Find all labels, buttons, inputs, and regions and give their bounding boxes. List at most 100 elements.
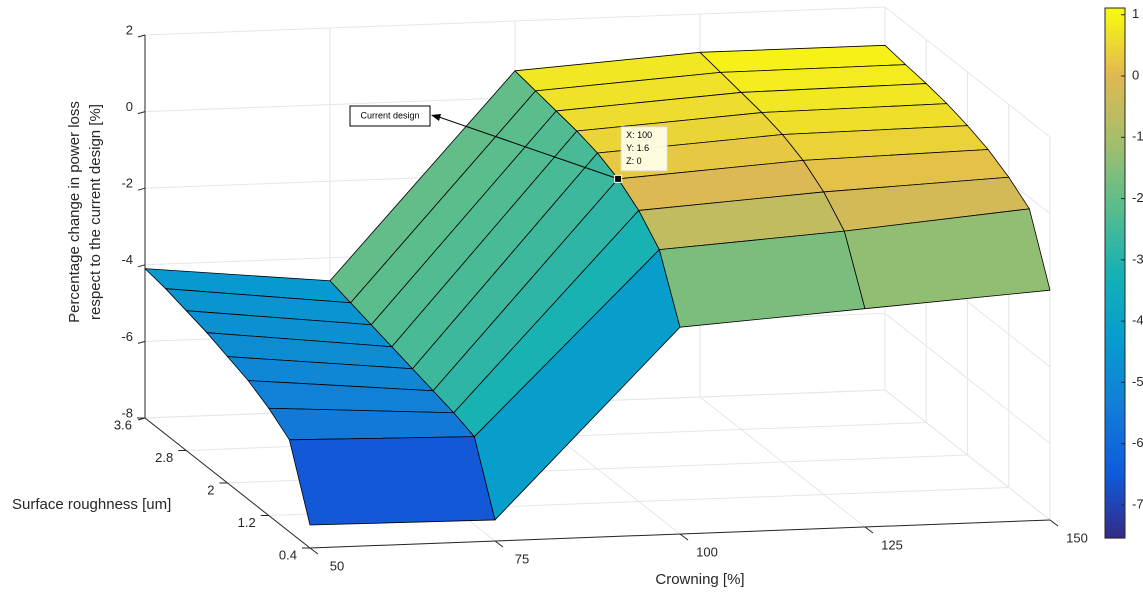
colorbar-cell	[1105, 209, 1125, 216]
colorbar-cell	[1105, 315, 1125, 322]
colorbar-cell	[1105, 193, 1125, 200]
colorbar-tick-label: -6	[1132, 435, 1143, 450]
colorbar-cell	[1105, 167, 1125, 173]
colorbar-cell	[1105, 416, 1125, 422]
colorbar-cell	[1105, 135, 1125, 142]
tick-mark	[679, 533, 689, 541]
colorbar-cell	[1105, 267, 1125, 274]
colorbar-cell	[1105, 172, 1125, 179]
surface-face	[268, 407, 475, 441]
colorbar-cell	[1105, 331, 1125, 338]
colorbar-cell	[1105, 458, 1125, 465]
x-tick-label: 125	[881, 537, 903, 552]
colorbar-cell	[1105, 437, 1125, 444]
colorbar-cell	[1105, 87, 1125, 94]
colorbar-cell	[1105, 379, 1125, 385]
colorbar-cell	[1105, 288, 1125, 295]
colorbar-cell	[1105, 426, 1125, 433]
colorbar-cell	[1105, 500, 1125, 507]
colorbar-cell	[1105, 251, 1125, 258]
colorbar-cell	[1105, 320, 1125, 327]
colorbar-cell	[1105, 405, 1125, 412]
tick-mark	[137, 417, 146, 421]
colorbar-cell	[1105, 463, 1125, 470]
colorbar-cell	[1105, 373, 1125, 380]
colorbar-cell	[1105, 294, 1125, 301]
x-tick-label: 100	[696, 544, 718, 559]
tick-mark	[137, 264, 146, 268]
colorbar-cell	[1105, 98, 1125, 104]
grid-line	[884, 6, 1051, 138]
y-tick-label: 1.2	[238, 515, 256, 530]
colorbar-cell	[1105, 522, 1125, 528]
colorbar-cell	[1105, 108, 1125, 115]
datatip-text: Y: 1.6	[626, 143, 649, 153]
colorbar-cell	[1105, 246, 1125, 253]
colorbar-cell	[1105, 485, 1125, 491]
tick-mark	[494, 540, 504, 548]
colorbar-cell	[1105, 129, 1125, 136]
y-tick-label: 3.6	[114, 417, 132, 432]
colorbar-cell	[1105, 114, 1125, 120]
colorbar-cell	[1105, 490, 1125, 497]
colorbar-cell	[1105, 8, 1125, 14]
colorbar-cell	[1105, 442, 1125, 449]
colorbar-cell	[1105, 13, 1125, 20]
colorbar-cell	[1105, 156, 1125, 163]
colorbar-cell	[1105, 124, 1125, 131]
colorbar-cell	[1105, 82, 1125, 89]
x-tick-label: 150	[1066, 530, 1088, 545]
colorbar-cell	[1105, 336, 1125, 343]
colorbar-cell	[1105, 368, 1125, 375]
y-tick-label: 2.8	[155, 450, 173, 465]
colorbar-cell	[1105, 66, 1125, 73]
grid-line	[884, 389, 1051, 521]
colorbar-frame	[1104, 7, 1126, 539]
colorbar-cell	[1105, 341, 1125, 348]
colorbar-cell	[1105, 55, 1125, 62]
colorbar-cell	[1105, 299, 1125, 306]
tick-mark	[137, 111, 146, 115]
colorbar-cell	[1105, 527, 1125, 534]
z-axis-label: Percentage change in power loss	[66, 101, 83, 323]
colorbar-cell	[1105, 39, 1125, 46]
colorbar-tick-label: -5	[1132, 374, 1143, 389]
colorbar-cell	[1105, 516, 1125, 523]
colorbar-cell	[1105, 394, 1125, 401]
colorbar-cell	[1105, 71, 1125, 78]
colorbar-cell	[1105, 421, 1125, 428]
z-tick-label: 0	[126, 99, 133, 114]
colorbar-cell	[1105, 469, 1125, 475]
colorbar-cell	[1105, 45, 1125, 51]
z-axis-label: respect to the current design [%]	[87, 104, 104, 320]
colorbar-cell	[1105, 495, 1125, 502]
colorbar-cell	[1105, 198, 1125, 205]
z-tick-label: -4	[121, 252, 133, 267]
colorbar-cell	[1105, 432, 1125, 438]
colorbar-cell	[1105, 474, 1125, 481]
y-tick-label: 0.4	[279, 547, 297, 562]
colorbar-cell	[1105, 326, 1125, 332]
colorbar-tick-label: -4	[1132, 313, 1143, 328]
colorbar-cell	[1105, 410, 1125, 417]
colorbar-cell	[1105, 235, 1125, 242]
y-tick-label: 2	[207, 482, 214, 497]
grid-line	[884, 313, 1051, 444]
tick-mark	[1049, 519, 1059, 527]
colorbar-tick-label: -2	[1132, 190, 1143, 205]
colorbar-cell	[1105, 511, 1125, 518]
colorbar-tick-label: -3	[1132, 251, 1143, 266]
y-axis-label: Surface roughness [um]	[12, 496, 171, 513]
x-tick-label: 50	[330, 558, 344, 573]
colorbar-cell	[1105, 220, 1125, 226]
colorbar-cell	[1105, 61, 1125, 67]
colorbar-cell	[1105, 214, 1125, 221]
datatip-text: Z: 0	[626, 156, 642, 166]
colorbar-cell	[1105, 273, 1125, 279]
colorbar-cell	[1105, 151, 1125, 157]
datatip-marker	[614, 174, 623, 183]
colorbar-cell	[1105, 92, 1125, 99]
tick-mark	[137, 187, 146, 191]
datatip-box	[620, 126, 668, 172]
colorbar-tick-label: -7	[1132, 496, 1143, 511]
